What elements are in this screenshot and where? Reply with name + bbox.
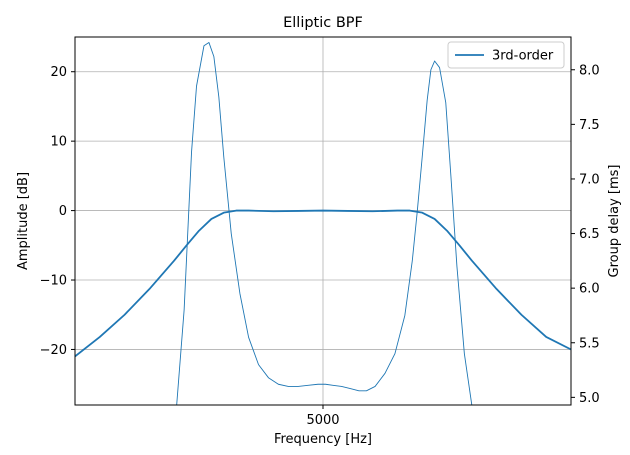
legend: 3rd-order xyxy=(447,41,565,69)
y-axis-left-label: Amplitude [dB] xyxy=(16,172,31,270)
y-right-tick-label: 7.0 xyxy=(579,172,600,187)
legend-entry-label: 3rd-order xyxy=(492,49,554,64)
y-right-tick-label: 5.0 xyxy=(579,391,600,406)
chart-title: Elliptic BPF xyxy=(283,15,363,31)
y-left-tick-label: 20 xyxy=(50,65,67,80)
amplitude-line xyxy=(75,209,571,358)
y-right-tick-label: 6.5 xyxy=(579,227,600,242)
legend-box xyxy=(447,41,565,69)
y-left-tick-label: 0 xyxy=(59,204,67,219)
y-left-tick-label: −10 xyxy=(40,274,67,289)
x-tick-label: 5000 xyxy=(306,413,339,428)
x-axis-label: Frequency [Hz] xyxy=(274,432,372,447)
plot-area-frame xyxy=(74,36,572,406)
y-left-tick-label: 10 xyxy=(50,135,67,150)
y-right-tick-label: 8.0 xyxy=(579,63,600,78)
series-layer xyxy=(75,42,571,405)
axis-ticks: 20 10 0 −10 −20 8.0 7.5 7.0 6.5 6.0 5.5 5.0 5000 xyxy=(40,63,600,428)
y-right-tick-label: 6.0 xyxy=(579,282,600,297)
y-axis-right-label: Group delay [ms] xyxy=(607,165,622,278)
y-left-tick-label: −20 xyxy=(40,343,67,358)
y-right-tick-label: 5.5 xyxy=(579,336,600,351)
group-delay-line xyxy=(176,42,473,405)
y-right-tick-label: 7.5 xyxy=(579,118,600,133)
